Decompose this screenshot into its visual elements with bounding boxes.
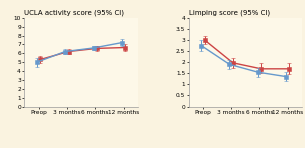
- Text: Limping score (95% CI): Limping score (95% CI): [189, 10, 270, 16]
- Text: UCLA activity score (95% CI): UCLA activity score (95% CI): [24, 10, 124, 16]
